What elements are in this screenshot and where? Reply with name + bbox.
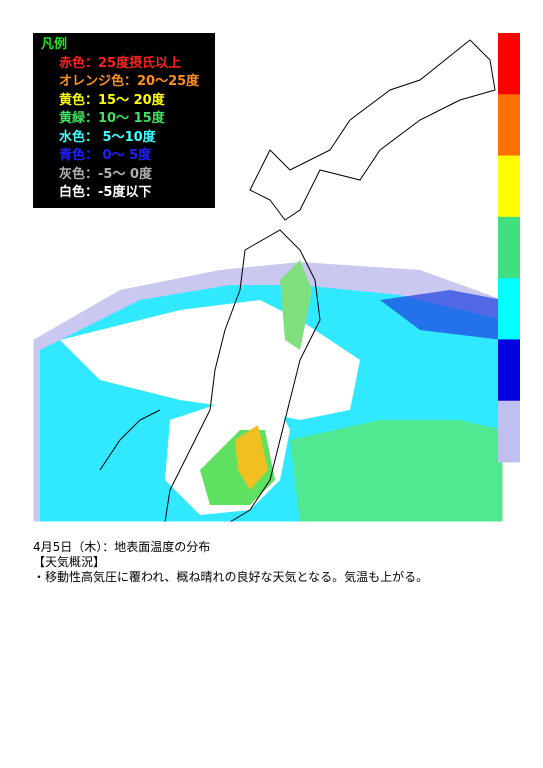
legend-entry: 赤色：25度摂氏以上 [59,55,182,71]
legend-entry: 黄緑：10～ 15度 [59,111,165,126]
color-bar-segment [498,33,520,95]
legend-entry: 白色：-5度以下 [59,185,152,200]
legend-title: 凡例 [41,37,68,52]
color-bar-segment [498,278,520,340]
legend: 凡例 赤色：25度摂氏以上オレンジ色：20～25度 黄色：15～ 20度 黄緑：10… [33,33,215,208]
legend-entry: オレンジ色：20～25度 [59,74,200,89]
cold-water [380,290,503,340]
land-north [280,260,312,350]
caption-date: 4月5日（木）：地表面温度の分布 [33,540,211,554]
color-bar-segment [498,400,520,463]
temperature-map [32,32,520,523]
color-bar [498,33,520,463]
ocean-green [290,420,503,522]
color-bar-segment [498,339,520,402]
caption-heading: 【天気概況】 [33,555,106,569]
caption-text: ・移動性高気圧に覆われ、概ね晴れの良好な天気となる。気温も上がる。 [33,570,429,584]
land-warmer [235,425,268,490]
legend-entry: 黄色：15～ 20度 [59,92,165,108]
legend-entry: 灰色：-5～ 0度 [59,166,153,182]
color-bar-segment [498,94,520,157]
caption: 4月5日（木）：地表面温度の分布 【天気概況】 ・移動性高気圧に覆われ、概ね晴れ… [33,540,428,585]
color-bar-segment [498,155,520,218]
color-bar-segment [498,216,520,279]
legend-entry: 水色： 5～10度 [59,129,156,145]
coastlines [99,39,496,523]
legend-entry: 青色： 0～ 5度 [59,148,152,163]
